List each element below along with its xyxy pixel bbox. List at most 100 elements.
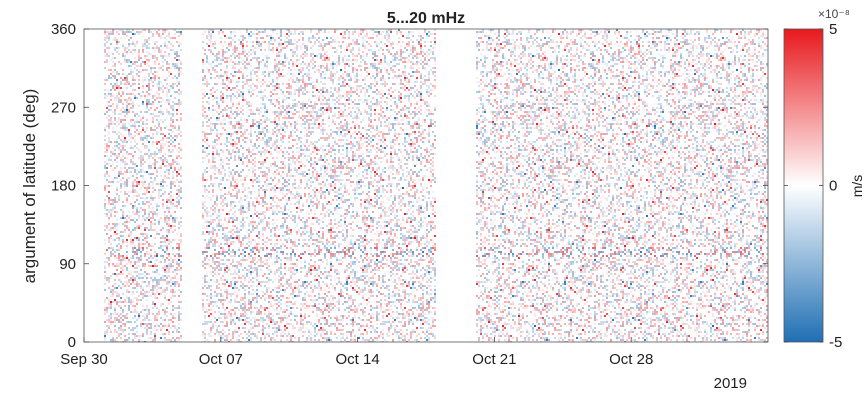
heatmap-cell bbox=[250, 311, 252, 313]
heatmap-cell bbox=[230, 199, 232, 201]
heatmap-cell bbox=[122, 283, 124, 285]
heatmap-cell bbox=[176, 269, 178, 271]
heatmap-cell bbox=[110, 295, 112, 297]
heatmap-cell bbox=[240, 127, 242, 129]
heatmap-cell bbox=[238, 181, 240, 183]
heatmap-cell bbox=[226, 259, 228, 261]
heatmap-cell bbox=[234, 205, 236, 207]
heatmap-cell bbox=[132, 329, 134, 331]
heatmap-cell bbox=[256, 199, 258, 201]
heatmap-cell bbox=[174, 291, 176, 293]
heatmap-cell bbox=[236, 137, 238, 139]
heatmap-cell bbox=[166, 55, 168, 57]
heatmap-cell bbox=[120, 221, 122, 223]
heatmap-cell bbox=[232, 61, 234, 63]
heatmap-cell bbox=[124, 119, 126, 121]
heatmap-cell bbox=[126, 283, 128, 285]
heatmap-cell bbox=[222, 133, 224, 135]
heatmap-cell bbox=[172, 293, 174, 295]
heatmap-cell bbox=[240, 111, 242, 113]
heatmap-cell bbox=[120, 209, 122, 211]
heatmap-cell bbox=[254, 169, 256, 171]
heatmap-cell bbox=[118, 285, 120, 287]
heatmap-cell bbox=[172, 67, 174, 69]
heatmap-cell bbox=[174, 283, 176, 285]
heatmap-cell bbox=[262, 205, 264, 207]
heatmap-cell bbox=[220, 299, 222, 301]
heatmap-cell bbox=[212, 233, 214, 235]
heatmap-cell bbox=[110, 255, 112, 257]
heatmap-cell bbox=[246, 59, 248, 61]
heatmap-cell bbox=[164, 289, 166, 291]
heatmap-cell bbox=[128, 337, 130, 339]
heatmap-cell bbox=[168, 197, 170, 199]
heatmap-cell bbox=[234, 219, 236, 221]
heatmap-cell bbox=[266, 247, 268, 249]
heatmap-cell bbox=[262, 107, 264, 109]
heatmap-cell bbox=[240, 91, 242, 93]
heatmap-cell bbox=[112, 55, 114, 57]
heatmap-cell bbox=[106, 297, 108, 299]
heatmap-cell bbox=[164, 337, 166, 339]
heatmap-cell bbox=[140, 159, 142, 161]
heatmap-cell bbox=[204, 191, 206, 193]
heatmap-cell bbox=[128, 269, 130, 271]
heatmap-cell bbox=[240, 253, 242, 255]
heatmap-cell bbox=[124, 257, 126, 259]
heatmap-cell bbox=[260, 339, 262, 341]
heatmap-cell bbox=[202, 251, 204, 253]
heatmap-cell bbox=[264, 223, 266, 225]
heatmap-cell bbox=[166, 237, 168, 239]
heatmap-cell bbox=[236, 229, 238, 231]
heatmap-cell bbox=[140, 209, 142, 211]
heatmap-cell bbox=[178, 201, 180, 203]
heatmap-cell bbox=[160, 45, 162, 47]
heatmap-cell bbox=[166, 169, 168, 171]
heatmap-cell bbox=[262, 127, 264, 129]
heatmap-cell bbox=[148, 253, 150, 255]
heatmap-cell bbox=[126, 243, 128, 245]
heatmap-cell bbox=[214, 303, 216, 305]
heatmap-cell bbox=[176, 77, 178, 79]
heatmap-cell bbox=[150, 229, 152, 231]
heatmap-cell bbox=[144, 111, 146, 113]
heatmap-cell bbox=[166, 77, 168, 79]
heatmap-cell bbox=[116, 249, 118, 251]
heatmap-cell bbox=[240, 263, 242, 265]
heatmap-cell bbox=[250, 265, 252, 267]
heatmap-cell bbox=[248, 253, 250, 255]
heatmap-cell bbox=[266, 55, 268, 57]
heatmap-cell bbox=[164, 215, 166, 217]
heatmap-cell bbox=[178, 289, 180, 291]
heatmap-cell bbox=[264, 133, 266, 135]
heatmap-cell bbox=[130, 235, 132, 237]
heatmap-cell bbox=[140, 65, 142, 67]
heatmap-cell bbox=[232, 87, 234, 89]
heatmap-cell bbox=[226, 75, 228, 77]
heatmap-cell bbox=[254, 269, 256, 271]
heatmap-cell bbox=[160, 129, 162, 131]
heatmap-cell bbox=[154, 335, 156, 337]
heatmap-cell bbox=[228, 163, 230, 165]
heatmap-cell bbox=[174, 269, 176, 271]
heatmap-cell bbox=[110, 303, 112, 305]
heatmap-cell bbox=[166, 215, 168, 217]
heatmap-cell bbox=[160, 139, 162, 141]
heatmap-cell bbox=[224, 217, 226, 219]
heatmap-cell bbox=[132, 107, 134, 109]
heatmap-cell bbox=[250, 257, 252, 259]
heatmap-cell bbox=[250, 167, 252, 169]
heatmap-cell bbox=[170, 291, 172, 293]
heatmap-cell bbox=[160, 327, 162, 329]
heatmap-cell bbox=[202, 157, 204, 159]
heatmap-cell bbox=[174, 135, 176, 137]
heatmap-cell bbox=[148, 59, 150, 61]
heatmap-cell bbox=[124, 335, 126, 337]
heatmap-cell bbox=[122, 107, 124, 109]
heatmap-cell bbox=[214, 183, 216, 185]
heatmap-cell bbox=[104, 83, 106, 85]
heatmap-cell bbox=[204, 95, 206, 97]
heatmap-cell bbox=[176, 247, 178, 249]
heatmap-cell bbox=[254, 247, 256, 249]
heatmap-cell bbox=[256, 81, 258, 83]
